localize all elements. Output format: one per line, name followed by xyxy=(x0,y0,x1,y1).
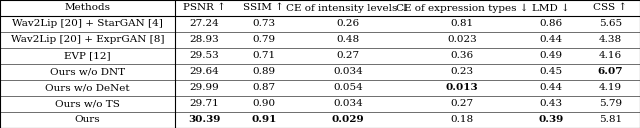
Text: LMD ↓: LMD ↓ xyxy=(532,3,570,13)
Text: 4.38: 4.38 xyxy=(599,35,622,45)
Text: 0.054: 0.054 xyxy=(333,83,363,93)
Text: EVP [12]: EVP [12] xyxy=(64,51,111,61)
Text: 27.24: 27.24 xyxy=(189,19,220,29)
Text: 30.39: 30.39 xyxy=(188,115,221,125)
Text: 6.07: 6.07 xyxy=(598,67,623,77)
Text: 0.36: 0.36 xyxy=(451,51,474,61)
Text: 0.48: 0.48 xyxy=(337,35,360,45)
Text: CSS ↑: CSS ↑ xyxy=(593,3,627,13)
Text: 5.81: 5.81 xyxy=(599,115,622,125)
Text: 29.53: 29.53 xyxy=(189,51,220,61)
Text: 0.81: 0.81 xyxy=(451,19,474,29)
Text: Methods: Methods xyxy=(65,3,111,13)
Text: 0.39: 0.39 xyxy=(538,115,564,125)
Text: 0.45: 0.45 xyxy=(540,67,563,77)
Text: 4.16: 4.16 xyxy=(599,51,622,61)
Text: 0.73: 0.73 xyxy=(252,19,275,29)
Text: 0.44: 0.44 xyxy=(540,35,563,45)
Text: 0.27: 0.27 xyxy=(337,51,360,61)
Text: 0.43: 0.43 xyxy=(540,99,563,109)
Text: 29.64: 29.64 xyxy=(189,67,220,77)
Text: 0.91: 0.91 xyxy=(252,115,276,125)
Text: 29.99: 29.99 xyxy=(189,83,220,93)
Text: 0.18: 0.18 xyxy=(451,115,474,125)
Text: 0.89: 0.89 xyxy=(252,67,275,77)
Text: PSNR ↑: PSNR ↑ xyxy=(183,3,226,13)
Text: 0.27: 0.27 xyxy=(451,99,474,109)
Text: CE of intensity levels ↓: CE of intensity levels ↓ xyxy=(286,3,410,13)
Text: 0.71: 0.71 xyxy=(252,51,275,61)
Text: Wav2Lip [20] + ExprGAN [8]: Wav2Lip [20] + ExprGAN [8] xyxy=(11,35,164,45)
Text: 0.49: 0.49 xyxy=(540,51,563,61)
Text: 0.029: 0.029 xyxy=(332,115,364,125)
Text: 0.44: 0.44 xyxy=(540,83,563,93)
Text: Ours w/o DNT: Ours w/o DNT xyxy=(50,67,125,77)
Text: 5.65: 5.65 xyxy=(599,19,622,29)
Text: 0.86: 0.86 xyxy=(540,19,563,29)
Text: 0.034: 0.034 xyxy=(333,67,363,77)
Text: 0.90: 0.90 xyxy=(252,99,275,109)
Text: 0.79: 0.79 xyxy=(252,35,275,45)
Text: 29.71: 29.71 xyxy=(189,99,220,109)
Text: SSIM ↑: SSIM ↑ xyxy=(243,3,284,13)
Text: 0.87: 0.87 xyxy=(252,83,275,93)
Text: Ours w/o TS: Ours w/o TS xyxy=(55,99,120,109)
Text: 0.013: 0.013 xyxy=(445,83,478,93)
Text: 4.19: 4.19 xyxy=(599,83,622,93)
Text: Ours: Ours xyxy=(75,115,100,125)
Text: 0.26: 0.26 xyxy=(337,19,360,29)
Text: 5.79: 5.79 xyxy=(599,99,622,109)
Text: CE of expression types ↓: CE of expression types ↓ xyxy=(396,3,528,13)
Text: 0.23: 0.23 xyxy=(451,67,474,77)
Text: 28.93: 28.93 xyxy=(189,35,220,45)
Text: Wav2Lip [20] + StarGAN [4]: Wav2Lip [20] + StarGAN [4] xyxy=(12,19,163,29)
Text: 0.023: 0.023 xyxy=(447,35,477,45)
Text: Ours w/o DeNet: Ours w/o DeNet xyxy=(45,83,130,93)
Text: 0.034: 0.034 xyxy=(333,99,363,109)
